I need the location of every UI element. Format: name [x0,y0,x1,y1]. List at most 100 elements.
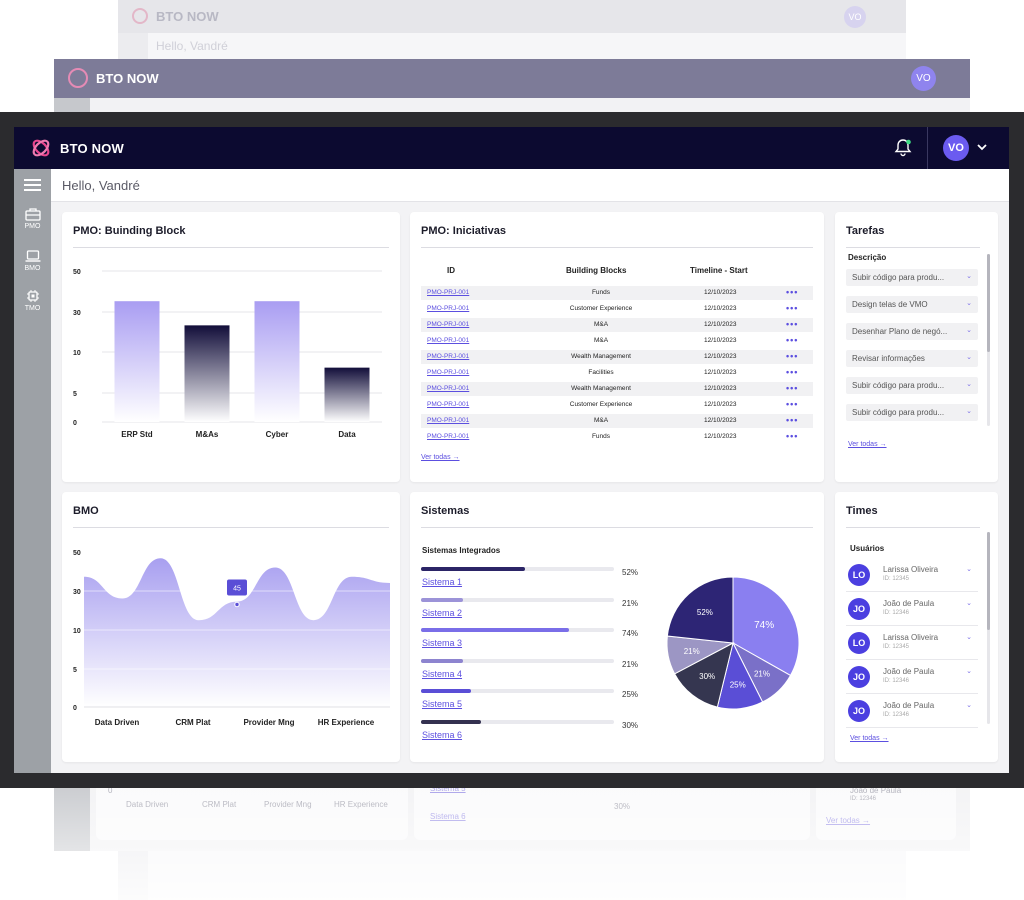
chevron-down-icon[interactable]: ⌄ [966,668,972,675]
scrollbar-thumb[interactable] [987,532,990,630]
x-category-label: Data Driven [95,718,140,727]
row-id-link[interactable]: PMO-PRJ-001 [427,289,470,296]
row-id-link[interactable]: PMO-PRJ-001 [427,385,470,392]
task-label: Revisar informações [852,354,925,363]
menu-icon[interactable] [24,179,41,192]
task-item[interactable]: Revisar informações ⌄ [846,350,978,367]
chevron-down-icon[interactable]: ⌄ [966,327,972,334]
sistema-link[interactable]: Sistema 1 [422,577,463,587]
sidebar-item-pmo[interactable]: PMO [14,207,51,230]
more-options-icon[interactable]: ••• [786,319,799,329]
sidebar-item-bmo[interactable]: BMO [14,249,51,272]
user-id: ID: 12345 [883,644,910,650]
user-list-item[interactable]: LO Larissa Oliveira ID: 12345 ⌄ [846,627,978,660]
chevron-down-icon[interactable]: ⌄ [966,354,972,361]
card-title: Tarefas [846,225,885,237]
user-avatar[interactable]: VO [943,135,969,161]
area-series[interactable] [84,558,390,707]
pie-slice[interactable] [673,642,734,708]
chevron-down-icon[interactable]: ⌄ [966,300,972,307]
pie-slice-label: 21% [684,647,700,656]
tarefas-subtitle: Descrição [848,253,887,262]
card-bmo: BMO 50 30 10 5 0 Data Driven CRM Plat Provider … [62,492,400,762]
more-options-icon[interactable]: ••• [786,383,799,393]
sistema-link[interactable]: Sistema 6 [422,729,463,740]
bar-data[interactable] [324,367,370,422]
card-pmo-building-block: PMO: Buinding Block 50 30 10 5 0 ERP Std M&As C… [62,212,400,482]
task-item[interactable]: Subir código para produ... ⌄ [846,269,978,286]
card-divider [421,247,813,248]
user-list-item[interactable]: JO João de Paula ID: 12346 ⌄ [846,695,978,728]
user-name: Larissa Oliveira [883,633,939,642]
user-id: ID: 12345 [883,576,910,582]
row-building-block: Funds [591,289,611,296]
row-id-link[interactable]: PMO-PRJ-001 [427,337,470,344]
column-header-building-blocks: Building Blocks [566,266,627,275]
scrollbar-thumb[interactable] [987,254,990,352]
user-name: Larissa Oliveira [883,565,939,574]
y-tick-label: 10 [73,350,81,357]
brand-name: BTO NOW [60,141,124,156]
notification-bell-icon[interactable] [893,138,913,158]
progress-fill [421,628,569,632]
row-id-link[interactable]: PMO-PRJ-001 [427,417,470,424]
ver-todas-link[interactable]: Ver todas → [421,454,460,461]
more-options-icon[interactable]: ••• [786,367,799,377]
user-list-item[interactable]: LO Larissa Oliveira ID: 12345 ⌄ [846,559,978,592]
pie-slice[interactable] [666,576,734,644]
task-item[interactable]: Desenhar Plano de negó... ⌄ [846,323,978,340]
user-avatar: LO [848,632,870,654]
more-options-icon[interactable]: ••• [786,351,799,361]
card-title: PMO: Buinding Block [73,225,186,237]
task-item[interactable]: Design telas de VMO ⌄ [846,296,978,313]
progress-track [421,658,614,663]
chevron-down-icon[interactable]: ⌄ [966,566,972,573]
chevron-down-icon[interactable]: ⌄ [966,408,972,415]
sidebar: PMO BMO TMO [14,169,51,773]
task-item[interactable]: Subir código para produ... ⌄ [846,377,978,394]
task-item[interactable]: Subir código para produ... ⌄ [846,404,978,421]
user-list-item[interactable]: JO João de Paula ID: 12346 ⌄ [846,661,978,694]
bar-erp-std[interactable] [114,301,160,422]
ver-todas-link[interactable]: Ver todas → [848,441,887,448]
ghost-sistema-6: Sistema 6 [430,812,466,821]
card-title: Times [846,505,878,517]
chevron-down-icon[interactable] [976,141,988,153]
bar-m-as[interactable] [184,325,230,422]
sistema-link[interactable]: Sistema 4 [422,668,463,679]
pie-slice[interactable] [732,576,800,677]
more-options-icon[interactable]: ••• [786,303,799,313]
table-row: PMO-PRJ-001 Funds 12/10/2023 ••• [421,286,813,300]
ver-todas-link[interactable]: Ver todas → [850,735,889,742]
sistema-link[interactable]: Sistema 3 [422,638,463,648]
row-id-link[interactable]: PMO-PRJ-001 [427,321,470,328]
more-options-icon[interactable]: ••• [786,399,799,409]
sistema-link[interactable]: Sistema 2 [422,607,463,618]
user-name: João de Paula [883,667,935,676]
more-options-icon[interactable]: ••• [786,431,799,441]
row-date: 12/10/2023 [704,289,737,296]
chevron-down-icon[interactable]: ⌄ [966,381,972,388]
chevron-down-icon[interactable]: ⌄ [966,702,972,709]
progress-fill [421,597,463,602]
row-id-link[interactable]: PMO-PRJ-001 [427,353,470,360]
chevron-down-icon[interactable]: ⌄ [966,634,972,641]
chevron-down-icon[interactable]: ⌄ [966,273,972,280]
row-id-link[interactable]: PMO-PRJ-001 [427,433,470,440]
row-id-link[interactable]: PMO-PRJ-001 [427,305,470,312]
bar-cyber[interactable] [254,301,300,422]
user-name: João de Paula [883,599,935,608]
sidebar-item-tmo[interactable]: TMO [14,289,51,312]
chevron-down-icon[interactable]: ⌄ [966,600,972,607]
row-id-link[interactable]: PMO-PRJ-001 [427,401,470,408]
user-list-item[interactable]: JO João de Paula ID: 12346 ⌄ [846,593,978,626]
row-id-link[interactable]: PMO-PRJ-001 [427,369,470,376]
tooltip-point[interactable] [234,601,240,608]
more-options-icon[interactable]: ••• [786,335,799,345]
logo-icon [32,139,50,157]
more-options-icon[interactable]: ••• [786,287,799,297]
sistema-percent: 21% [622,598,639,608]
sistema-link[interactable]: Sistema 5 [422,699,463,709]
briefcase-icon [24,208,41,221]
more-options-icon[interactable]: ••• [786,415,799,425]
